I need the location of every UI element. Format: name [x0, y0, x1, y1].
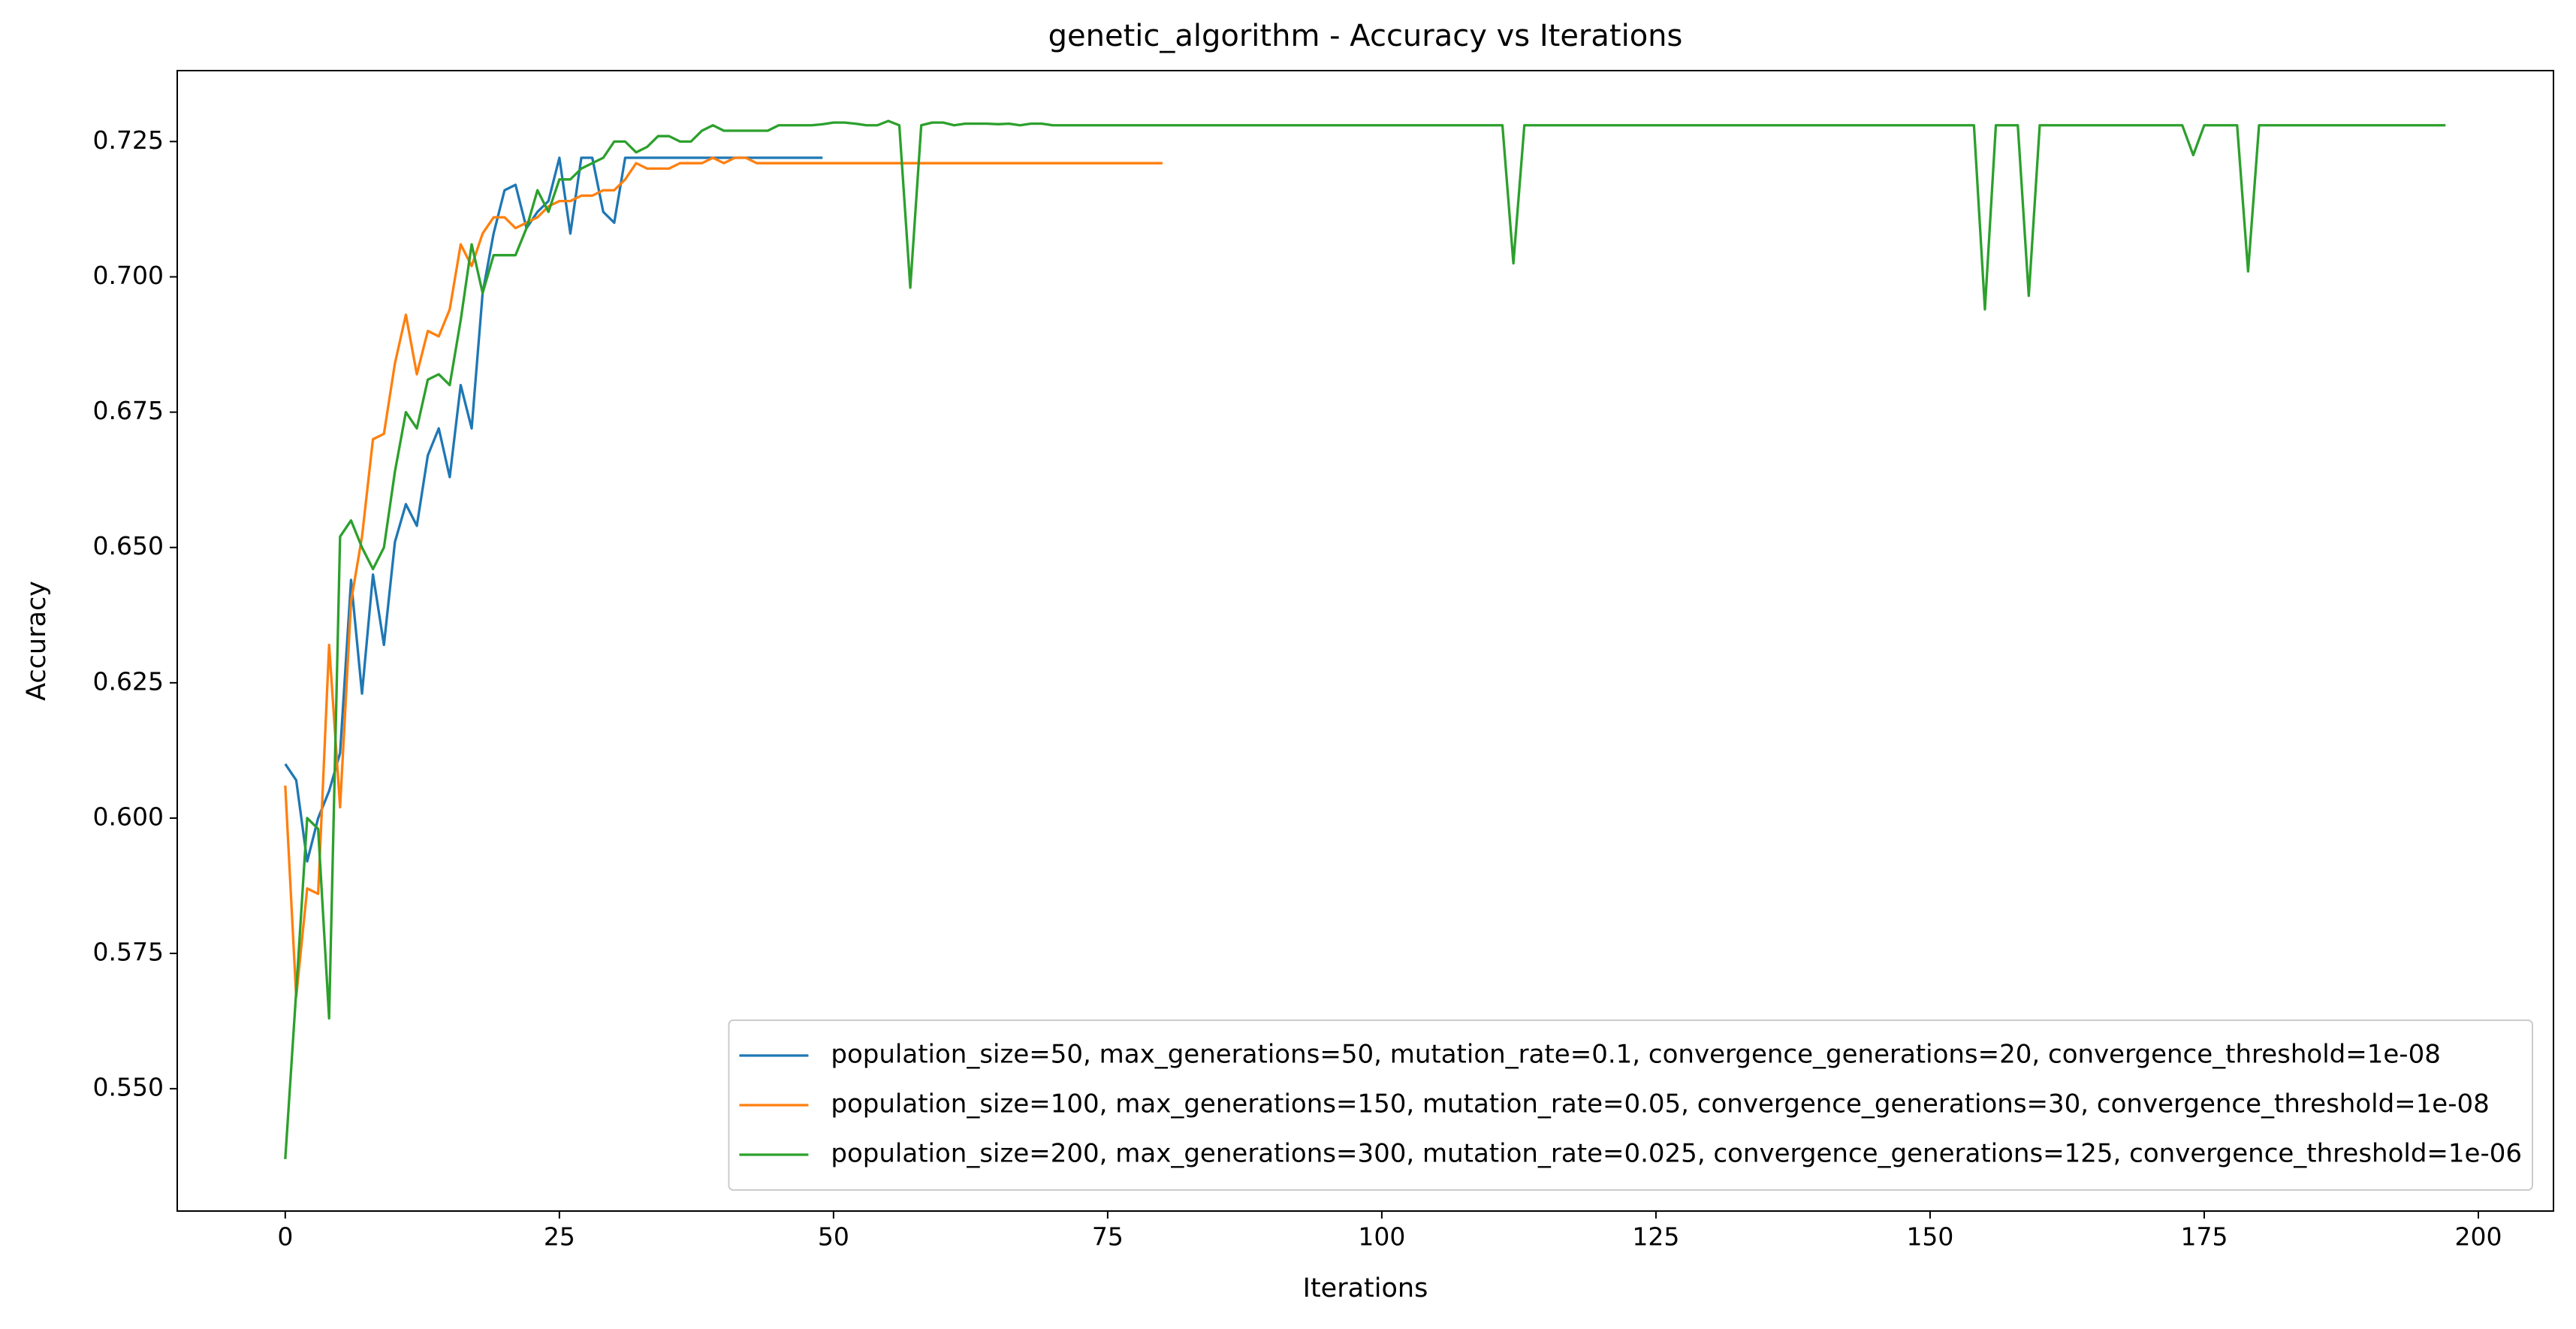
legend-label: population_size=50, max_generations=50, … — [831, 1040, 2440, 1070]
x-tick-label: 100 — [1358, 1222, 1405, 1252]
x-tick-label: 150 — [1906, 1222, 1953, 1252]
y-tick-label: 0.575 — [93, 938, 164, 967]
legend-label: population_size=100, max_generations=150… — [831, 1089, 2489, 1119]
x-tick-label: 50 — [818, 1222, 849, 1252]
y-tick-label: 0.600 — [93, 802, 164, 831]
y-tick-label: 0.625 — [93, 666, 164, 696]
x-tick-label: 125 — [1632, 1222, 1679, 1252]
legend: population_size=50, max_generations=50, … — [728, 1019, 2533, 1191]
x-tick-label: 175 — [2180, 1222, 2228, 1252]
y-tick-label: 0.650 — [93, 531, 164, 560]
x-axis-label: Iterations — [1303, 1273, 1428, 1303]
x-tick-label: 200 — [2454, 1222, 2502, 1252]
x-tick-label: 75 — [1092, 1222, 1124, 1252]
y-tick-label: 0.700 — [93, 261, 164, 290]
x-tick-label: 0 — [277, 1222, 293, 1252]
x-tick-label: 25 — [544, 1222, 575, 1252]
y-tick-label: 0.675 — [93, 396, 164, 425]
y-axis-label: Accuracy — [22, 581, 52, 701]
chart-title: genetic_algorithm - Accuracy vs Iteratio… — [1048, 19, 1683, 53]
plot-frame — [176, 70, 2554, 1212]
y-tick-label: 0.725 — [93, 125, 164, 155]
legend-box — [728, 1019, 2533, 1191]
series-line — [284, 119, 2446, 1159]
series-line — [284, 156, 1163, 998]
legend-label: population_size=200, max_generations=300… — [831, 1139, 2522, 1169]
y-tick-label: 0.550 — [93, 1073, 164, 1102]
